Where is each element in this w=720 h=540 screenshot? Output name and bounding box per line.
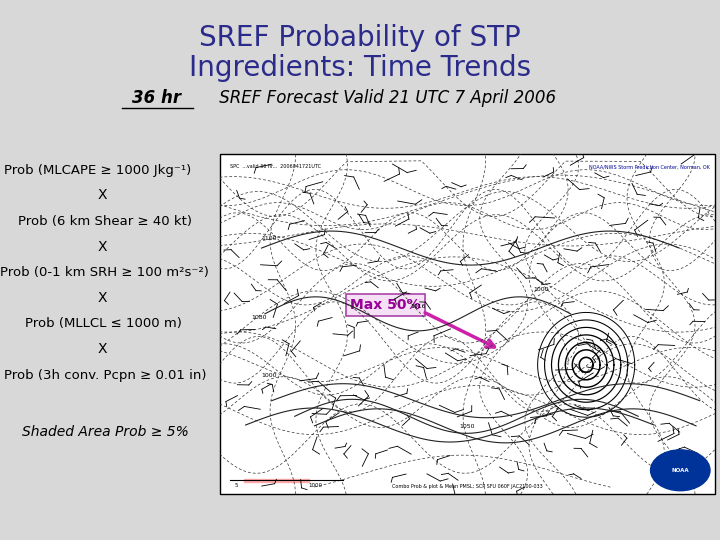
Text: 1100: 1100 [261, 237, 277, 241]
Circle shape [651, 450, 710, 491]
Text: Prob (MLCAPE ≥ 1000 Jkg⁻¹): Prob (MLCAPE ≥ 1000 Jkg⁻¹) [4, 164, 191, 177]
Text: 36 hr: 36 hr [132, 89, 181, 107]
Text: Prob (6 km Shear ≥ 40 kt): Prob (6 km Shear ≥ 40 kt) [18, 215, 192, 228]
Text: NOAA: NOAA [672, 468, 689, 473]
Text: SREF Probability of STP: SREF Probability of STP [199, 24, 521, 52]
Text: SREF Forecast Valid 21 UTC 7 April 2006: SREF Forecast Valid 21 UTC 7 April 2006 [214, 89, 557, 107]
Text: X: X [97, 291, 107, 305]
Text: 1050: 1050 [459, 423, 475, 429]
Text: Prob (MLLCL ≤ 1000 m): Prob (MLLCL ≤ 1000 m) [25, 318, 182, 330]
Bar [220, 154, 715, 494]
Text: X: X [97, 188, 107, 202]
Text: 1080: 1080 [251, 315, 267, 320]
Text: NOAA/NWS Storm Prediction Center, Norman, OK: NOAA/NWS Storm Prediction Center, Norman… [589, 164, 710, 169]
Text: 1000: 1000 [309, 483, 323, 488]
Text: Shaded Area Prob ≥ 5%: Shaded Area Prob ≥ 5% [22, 425, 189, 439]
Text: X: X [97, 240, 107, 254]
Text: 1000: 1000 [534, 287, 549, 293]
Text: Max 50%: Max 50% [350, 298, 420, 312]
Text: X: X [97, 342, 107, 356]
Text: SPC  ...valid 36 hr...  2006041721UTC: SPC ...valid 36 hr... 2006041721UTC [230, 164, 320, 169]
Text: Prob (3h conv. Pcpn ≥ 0.01 in): Prob (3h conv. Pcpn ≥ 0.01 in) [4, 369, 206, 382]
Text: 5: 5 [235, 483, 238, 488]
Text: Ingredients: Time Trends: Ingredients: Time Trends [189, 53, 531, 82]
Text: 1000: 1000 [261, 373, 277, 377]
Text: 1016: 1016 [410, 305, 426, 309]
Text: Prob (0-1 km SRH ≥ 100 m²s⁻²): Prob (0-1 km SRH ≥ 100 m²s⁻²) [0, 266, 209, 279]
Text: Combo Prob & plot & Mean PMSL; SCP SFU 060F JAC2100-033: Combo Prob & plot & Mean PMSL; SCP SFU 0… [392, 484, 543, 489]
